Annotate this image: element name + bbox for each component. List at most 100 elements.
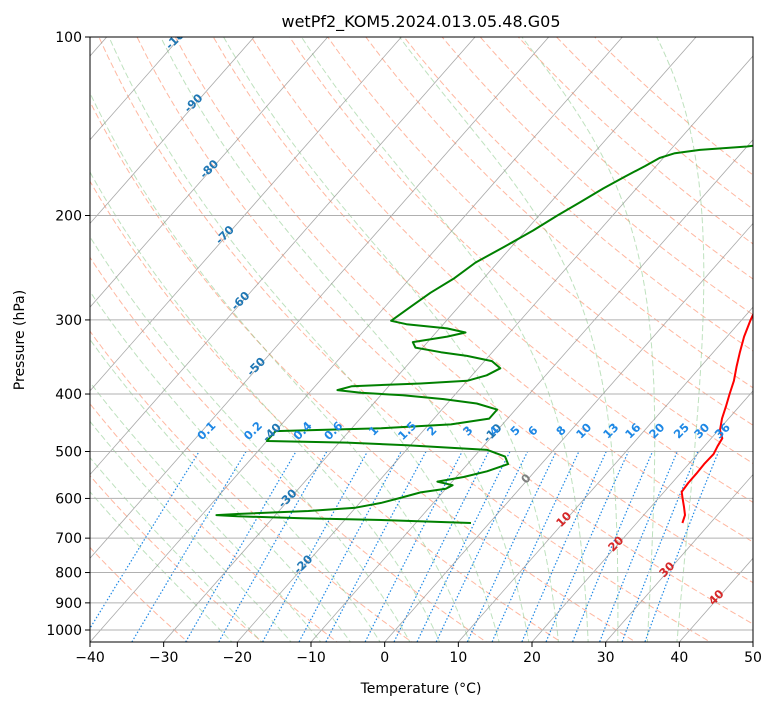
mixing-ratio-line bbox=[466, 451, 557, 642]
moist-adiabat bbox=[521, 37, 656, 642]
isotherm bbox=[90, 37, 255, 225]
y-tick-label: 900 bbox=[55, 596, 82, 612]
x-tick-label: 0 bbox=[380, 650, 389, 666]
moist-adiabat bbox=[90, 235, 411, 642]
x-axis-label: Temperature (°C) bbox=[360, 681, 482, 697]
isotherm bbox=[163, 37, 697, 642]
mixing-ratio-label: 8 bbox=[553, 423, 569, 439]
isotherm bbox=[531, 390, 753, 642]
chart-title: wetPf2_KOM5.2024.013.05.48.G05 bbox=[281, 12, 560, 32]
x-tick-label: −10 bbox=[296, 650, 326, 666]
moist-adiabat bbox=[399, 37, 619, 642]
y-tick-label: 400 bbox=[55, 387, 82, 403]
mixing-ratio-line bbox=[298, 451, 402, 642]
isotherm bbox=[310, 139, 753, 642]
isotherm-label: 20 bbox=[605, 533, 626, 554]
x-axis: −40 −30 −20 −10 0 10 20 30 40 50 bbox=[75, 642, 762, 666]
mixing-ratio-label: 0.1 bbox=[194, 419, 218, 443]
isotherm bbox=[457, 306, 753, 642]
mixing-ratio-label: 6 bbox=[525, 423, 541, 439]
dry-adiabat bbox=[250, 37, 753, 503]
mixing-ratio-label: 30 bbox=[691, 420, 712, 441]
isotherm bbox=[90, 37, 329, 308]
mixing-ratio-label: 10 bbox=[573, 420, 594, 441]
mixing-ratio-label: 0.4 bbox=[290, 419, 314, 443]
moist-adiabat bbox=[90, 456, 263, 642]
background-lines bbox=[90, 37, 753, 642]
y-axis-label: Pressure (hPa) bbox=[12, 290, 28, 390]
dry-adiabat bbox=[90, 474, 264, 642]
mixing-ratio-line bbox=[416, 451, 511, 642]
mixing-ratio-line bbox=[393, 451, 490, 642]
profile-lines bbox=[215, 144, 753, 524]
dry-adiabat bbox=[174, 37, 753, 584]
isotherm bbox=[605, 473, 753, 642]
mixing-ratio-line bbox=[521, 451, 607, 642]
moist-adiabat bbox=[656, 37, 705, 642]
mixing-ratio-label: 5 bbox=[507, 423, 523, 439]
x-tick-label: −40 bbox=[75, 650, 105, 666]
x-tick-label: −20 bbox=[223, 650, 253, 666]
isotherm bbox=[90, 37, 623, 642]
dry-adiabat bbox=[90, 402, 338, 642]
moist-adiabat bbox=[301, 37, 589, 642]
x-tick-label: −30 bbox=[149, 650, 179, 666]
mixing-ratio-label: 13 bbox=[600, 420, 621, 441]
dry-adiabat bbox=[90, 100, 637, 642]
pressure-gridlines bbox=[90, 37, 753, 631]
dry-adiabat bbox=[289, 37, 753, 465]
isotherm bbox=[90, 37, 476, 476]
x-tick-label: 10 bbox=[449, 650, 467, 666]
mixing-ratio-line bbox=[90, 451, 200, 630]
mixing-ratio-label: 1 bbox=[366, 423, 382, 439]
mixing-ratio-line bbox=[325, 451, 427, 642]
y-tick-label: 200 bbox=[55, 209, 82, 225]
y-axis: 100 200 300 400 500 600 700 800 900 1000 bbox=[46, 30, 90, 639]
isotherm-label: -60 bbox=[228, 288, 253, 313]
dewpoint-profile bbox=[215, 144, 753, 524]
mixing-ratio-line bbox=[491, 451, 580, 642]
reference-line-labels: -100-90-80-70-60-50-40-30-20-10010203040… bbox=[162, 37, 733, 608]
x-tick-label: 30 bbox=[597, 650, 615, 666]
isotherm-label: 0 bbox=[518, 471, 534, 487]
y-tick-label: 600 bbox=[55, 491, 82, 507]
mixing-ratio-line bbox=[621, 451, 699, 642]
isotherm bbox=[90, 37, 181, 141]
y-tick-label: 700 bbox=[55, 531, 82, 547]
dry-adiabat bbox=[365, 37, 753, 389]
moist-adiabat bbox=[90, 290, 381, 642]
mixing-ratio-label: 25 bbox=[671, 420, 692, 441]
mixing-ratio-label: 20 bbox=[646, 420, 667, 441]
isotherm bbox=[90, 37, 402, 392]
temperature-profile bbox=[680, 312, 753, 524]
dry-adiabat bbox=[90, 330, 413, 642]
mixing-ratio-label: 0.2 bbox=[241, 419, 265, 443]
moist-adiabat bbox=[108, 37, 500, 642]
dry-adiabat bbox=[212, 37, 753, 543]
mixing-ratio-line bbox=[131, 451, 247, 642]
isotherm bbox=[384, 222, 753, 642]
x-tick-label: 40 bbox=[670, 650, 688, 666]
mixing-ratio-line bbox=[435, 451, 529, 642]
y-tick-label: 100 bbox=[55, 30, 82, 46]
moist-adiabat bbox=[90, 381, 322, 642]
moist-adiabat bbox=[223, 37, 559, 642]
mixing-ratio-line bbox=[261, 451, 369, 642]
mixing-ratio-label: 36 bbox=[712, 420, 733, 441]
mixing-ratio-line bbox=[571, 451, 654, 642]
dry-adiabat bbox=[90, 546, 189, 642]
isotherm-label: 10 bbox=[553, 509, 574, 530]
moist-adiabat bbox=[90, 491, 233, 642]
isotherm-label: -50 bbox=[244, 354, 269, 379]
isotherm-label: 40 bbox=[705, 587, 726, 608]
dry-adiabat bbox=[403, 37, 753, 352]
moist-adiabat bbox=[160, 37, 530, 642]
mixing-ratio-line bbox=[644, 451, 720, 642]
plot-frame bbox=[89, 36, 754, 643]
y-tick-label: 1000 bbox=[46, 623, 82, 639]
isotherm bbox=[752, 641, 753, 642]
mixing-ratio-line bbox=[218, 451, 328, 642]
isotherm-label: -80 bbox=[197, 157, 222, 182]
dry-adiabat bbox=[517, 37, 753, 245]
